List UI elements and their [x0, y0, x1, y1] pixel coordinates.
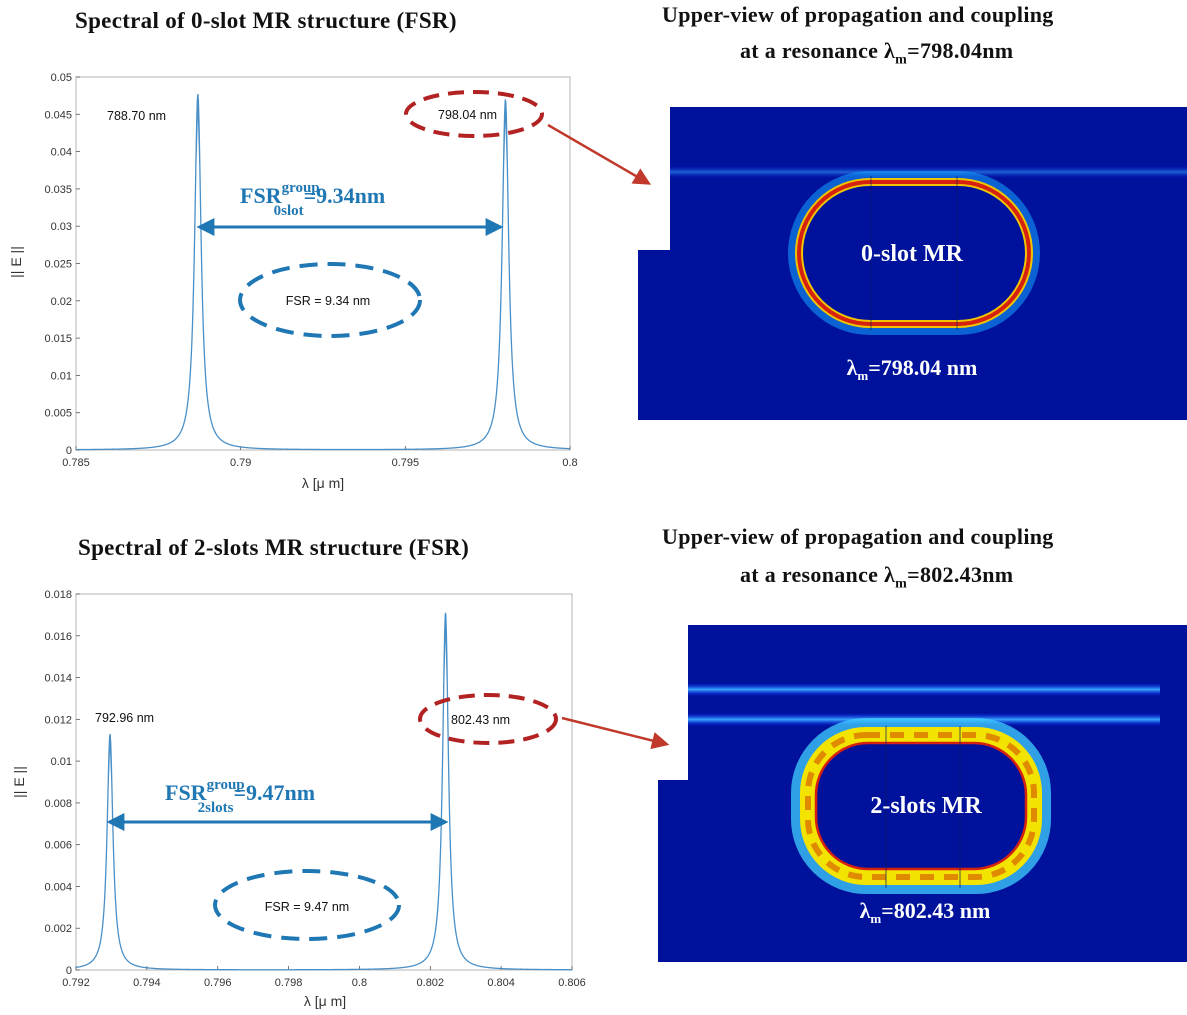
x-tick-label: 0.8	[562, 457, 577, 469]
field-title-top-line1: Upper-view of propagation and coupling	[662, 2, 1054, 27]
y-axis-label: || E ||	[8, 246, 24, 278]
x-tick-label: 0.798	[275, 977, 303, 989]
y-ticks: 0 0.002 0.004 0.006 0.008 0.01 0.012 0.014 0.016…	[44, 589, 80, 977]
field-background	[638, 107, 1187, 420]
field-title-bottom-prefix: at a resonance λ	[740, 562, 896, 587]
y-ticks: 0 0.005 0.01 0.015 0.02 0.025 0.03 0.035 0.04 0.0…	[44, 72, 80, 457]
y-tick-label: 0.01	[51, 370, 72, 382]
spectrum-chart-0slot: 0.785 0.79 0.795 0.8 0 0.005 0.01 0.015 0.02 0.0…	[8, 72, 578, 491]
y-tick-label: 0.002	[44, 923, 72, 935]
pointer-arrow-top	[547, 123, 652, 185]
x-ticks: 0.792 0.794 0.796 0.798 0.8 0.802 0.804 0.806	[62, 966, 586, 989]
spectrum-chart-2slots: 0.792 0.794 0.796 0.798 0.8 0.802 0.804 0.806 0…	[11, 589, 586, 1009]
x-tick-label: 0.802	[417, 977, 445, 989]
field-map-0slot: 0-slot MR λm=798.04 nm	[638, 107, 1187, 420]
y-tick-label: 0.005	[44, 408, 72, 420]
x-axis-label: λ [μ m]	[304, 993, 346, 1009]
field-title-top-prefix: at a resonance λ	[740, 38, 896, 63]
plot-area	[75, 76, 571, 451]
field-title-top-suffix: =798.04nm	[907, 38, 1014, 63]
y-tick-label: 0.008	[44, 798, 72, 810]
y-tick-label: 0.018	[44, 589, 72, 601]
y-tick-label: 0.004	[44, 881, 72, 893]
field-map-2slots: 2-slots MR λm=802.43 nm	[658, 625, 1187, 962]
y-tick-label: 0	[66, 445, 72, 457]
peak-label-2: 802.43 nm	[451, 713, 510, 727]
x-ticks: 0.785 0.79 0.795 0.8	[62, 446, 578, 469]
field-title-bottom-line2: at a resonance λm=802.43nm	[740, 562, 1013, 592]
spectrum-curve	[75, 94, 571, 451]
y-tick-label: 0.035	[44, 184, 72, 196]
y-tick-label: 0.014	[44, 673, 72, 685]
y-tick-label: 0.025	[44, 259, 72, 271]
field-lambda-label: λm=802.43 nm	[860, 898, 991, 926]
y-tick-label: 0.05	[51, 72, 72, 84]
y-tick-label: 0.01	[51, 756, 72, 768]
y-tick-label: 0.016	[44, 631, 72, 643]
y-axis-label: || E ||	[11, 766, 27, 798]
ring-core	[797, 180, 1031, 326]
bus-waveguide-1	[688, 683, 1160, 696]
field-center-label: 0-slot MR	[861, 241, 964, 267]
fsr-group-label: FSRgroup 2slots=9.47nm	[165, 777, 315, 816]
y-tick-label: 0.03	[51, 221, 72, 233]
field-title-bottom-line1: Upper-view of propagation and coupling	[662, 524, 1054, 549]
fsr-group-label: FSRgroup 0slot=9.34nm	[240, 180, 385, 219]
field-background	[658, 625, 1187, 962]
peak-label-1: 792.96 nm	[95, 711, 154, 725]
peak-highlight-ellipse	[404, 90, 544, 138]
x-tick-label: 0.806	[558, 977, 586, 989]
field-lambda-label: λm=798.04 nm	[847, 355, 978, 383]
fsr-value-label: FSR = 9.47 nm	[265, 900, 349, 914]
fsr-ellipse	[213, 869, 401, 941]
x-tick-label: 0.785	[62, 457, 90, 469]
chart-title-top: Spectral of 0-slot MR structure (FSR)	[75, 8, 457, 33]
y-tick-label: 0.02	[51, 296, 72, 308]
peak-highlight-ellipse	[418, 693, 558, 745]
x-tick-label: 0.79	[230, 457, 251, 469]
x-tick-label: 0.792	[62, 977, 90, 989]
field-title-top-sub: m	[895, 52, 908, 68]
x-tick-label: 0.796	[204, 977, 232, 989]
y-tick-label: 0.045	[44, 109, 72, 121]
x-tick-label: 0.804	[487, 977, 515, 989]
pointer-arrow-bottom	[561, 716, 670, 750]
spectrum-curve	[75, 612, 573, 971]
y-tick-label: 0	[66, 965, 72, 977]
x-tick-label: 0.8	[352, 977, 367, 989]
y-tick-label: 0.04	[51, 147, 72, 159]
peak-label-2: 798.04 nm	[438, 108, 497, 122]
peak-label-1: 788.70 nm	[107, 109, 166, 123]
y-tick-label: 0.006	[44, 840, 72, 852]
fsr-ellipse	[238, 262, 422, 338]
x-axis-label: λ [μ m]	[302, 475, 344, 491]
field-center-label: 2-slots MR	[870, 793, 982, 819]
field-title-top-line2: at a resonance λm=798.04nm	[740, 38, 1013, 68]
x-tick-label: 0.795	[392, 457, 420, 469]
y-tick-label: 0.012	[44, 714, 72, 726]
fsr-value-label: FSR = 9.34 nm	[286, 294, 370, 308]
ring-core	[805, 732, 1037, 880]
plot-area	[75, 593, 573, 971]
chart-title-bottom: Spectral of 2-slots MR structure (FSR)	[78, 535, 470, 560]
y-tick-label: 0.015	[44, 333, 72, 345]
x-tick-label: 0.794	[133, 977, 161, 989]
field-title-bottom-suffix: =802.43nm	[907, 562, 1014, 587]
ring-inner-red	[814, 741, 1028, 871]
field-title-bottom-sub: m	[895, 576, 908, 592]
